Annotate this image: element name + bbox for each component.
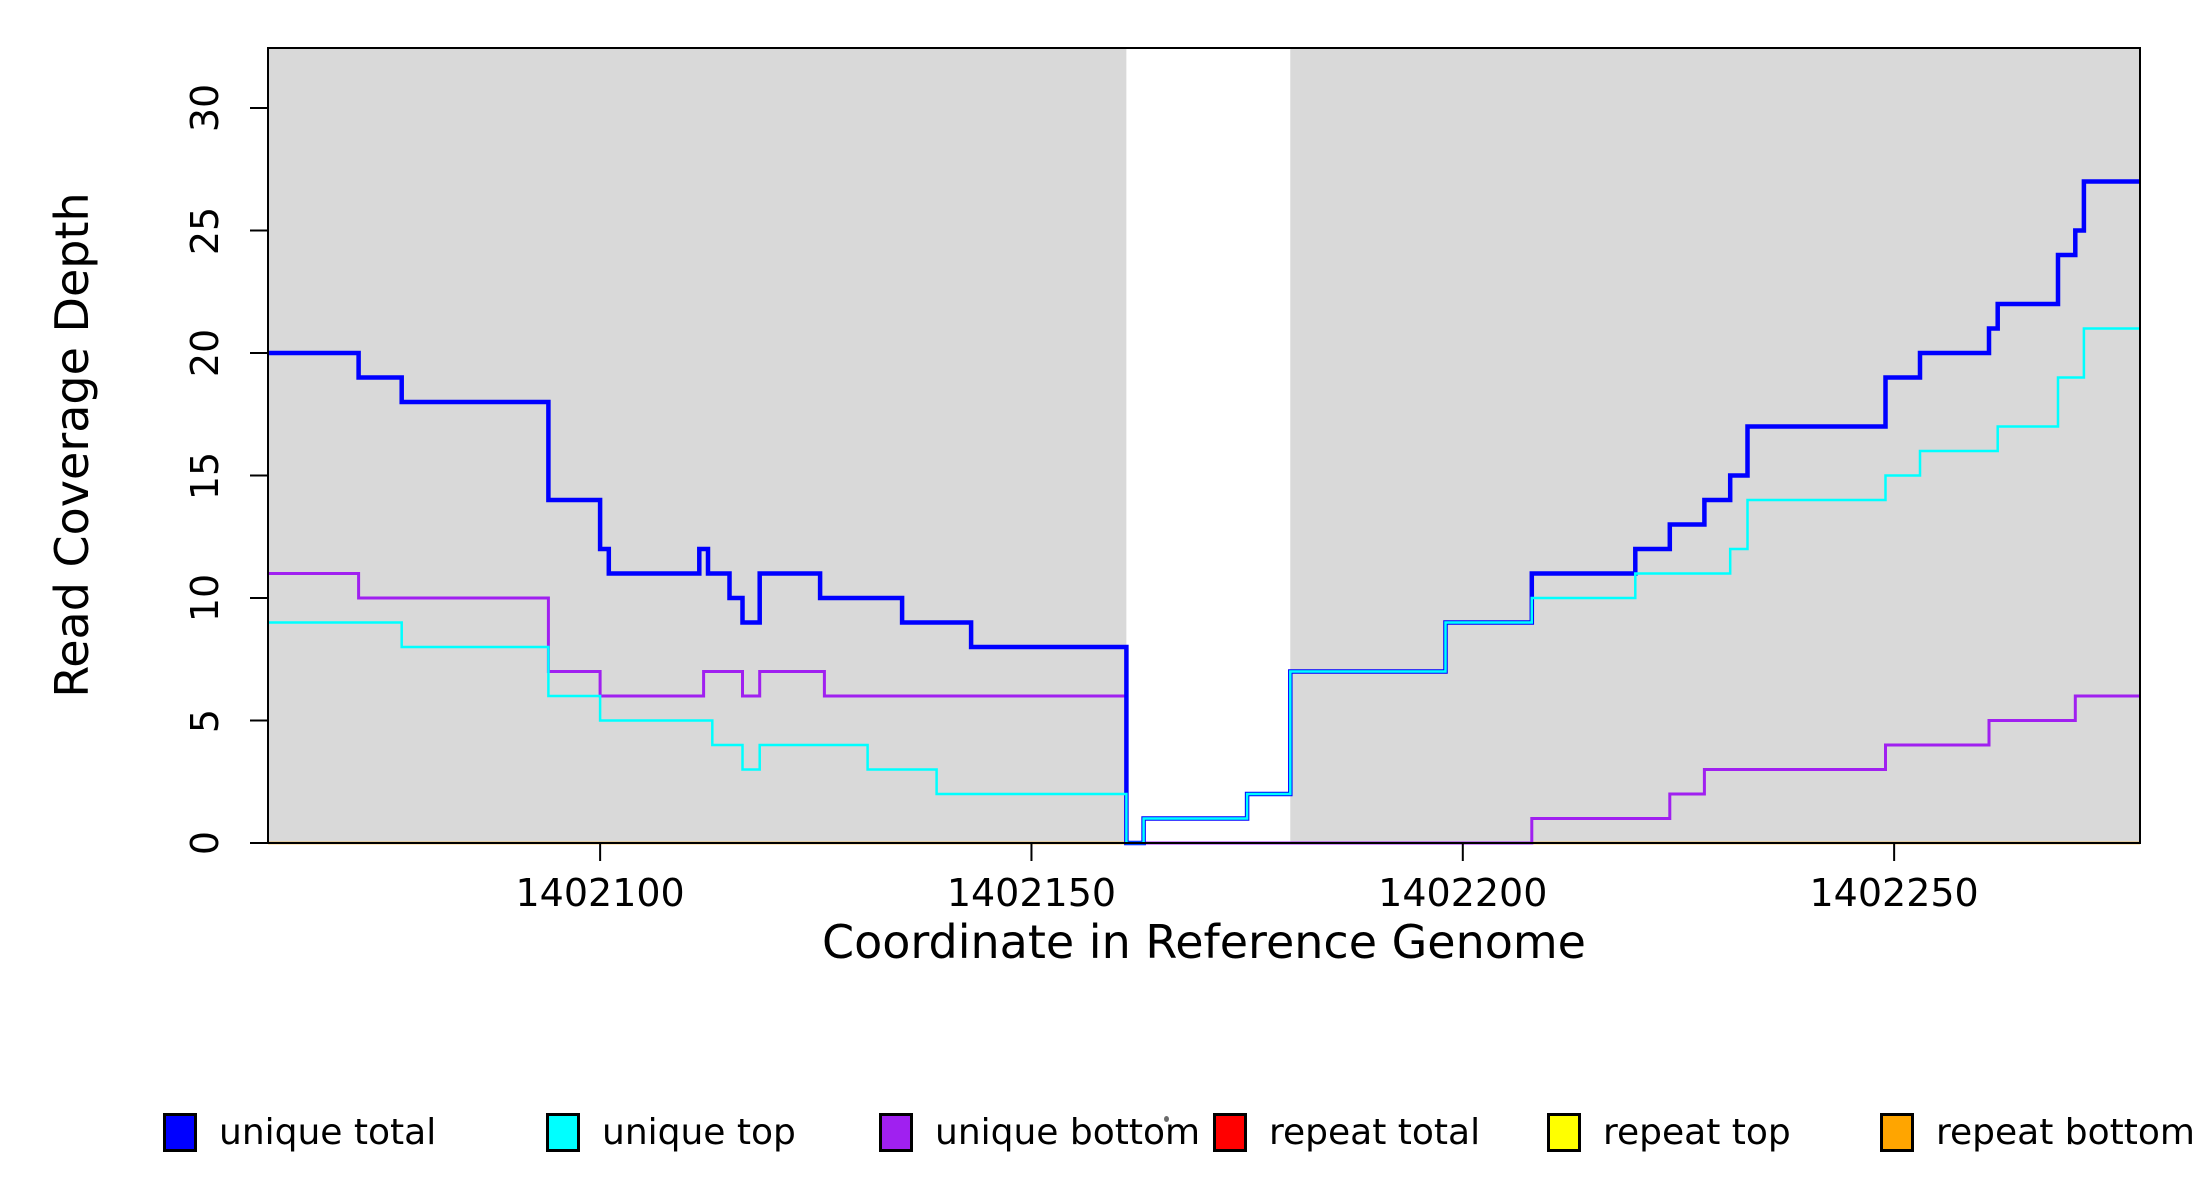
shaded-region-1 bbox=[1290, 48, 2140, 843]
legend-swatch-unique-total bbox=[163, 1113, 197, 1152]
legend-label-repeat-top: repeat top bbox=[1603, 1112, 1791, 1153]
legend-item-repeat-total: repeat total bbox=[1213, 1112, 1480, 1153]
x-axis-title: Coordinate in Reference Genome bbox=[822, 915, 1586, 969]
y-tick-label-20: 20 bbox=[183, 328, 227, 378]
legend-item-unique-top: unique top bbox=[546, 1112, 796, 1153]
x-tick-label-1402150: 1402150 bbox=[946, 871, 1117, 915]
y-tick-label-15: 15 bbox=[183, 451, 227, 500]
legend-label-unique-top: unique top bbox=[602, 1112, 796, 1153]
y-tick-label-30: 30 bbox=[183, 83, 227, 133]
series-line-unique-bottom bbox=[268, 572, 2140, 845]
y-tick-label-5: 5 bbox=[183, 708, 227, 733]
stray-dot bbox=[1164, 1116, 1169, 1122]
legend-label-repeat-total: repeat total bbox=[1269, 1112, 1481, 1153]
legend-swatch-unique-bottom bbox=[879, 1113, 913, 1152]
legend-swatch-unique-top bbox=[546, 1113, 580, 1152]
series-line-unique-top bbox=[268, 327, 2140, 845]
legend-label-repeat-bottom: repeat bottom bbox=[1936, 1112, 2195, 1153]
legend-item-repeat-bottom: repeat bottom bbox=[1880, 1112, 2195, 1153]
x-tick-label-1402250: 1402250 bbox=[1809, 871, 1979, 915]
legend-item-repeat-top: repeat top bbox=[1547, 1112, 1791, 1153]
y-tick-label-10: 10 bbox=[183, 573, 227, 623]
x-tick-label-1402200: 1402200 bbox=[1378, 871, 1548, 915]
shaded-region-0 bbox=[268, 48, 1127, 843]
legend-item-unique-bottom: unique bottom bbox=[879, 1112, 1200, 1153]
legend-label-unique-bottom: unique bottom bbox=[935, 1112, 1201, 1153]
legend-swatch-repeat-top bbox=[1547, 1113, 1581, 1152]
y-tick-label-0: 0 bbox=[183, 830, 227, 856]
legend-item-unique-total: unique total bbox=[163, 1112, 436, 1153]
legend-swatch-repeat-bottom bbox=[1880, 1113, 1914, 1152]
legend-swatch-repeat-total bbox=[1213, 1113, 1247, 1152]
x-tick-label-1402100: 1402100 bbox=[515, 871, 685, 915]
y-axis-title: Read Coverage Depth bbox=[45, 192, 99, 698]
legend-label-unique-total: unique total bbox=[219, 1112, 437, 1153]
y-tick-label-25: 25 bbox=[183, 206, 227, 255]
plot-box bbox=[267, 47, 2141, 844]
